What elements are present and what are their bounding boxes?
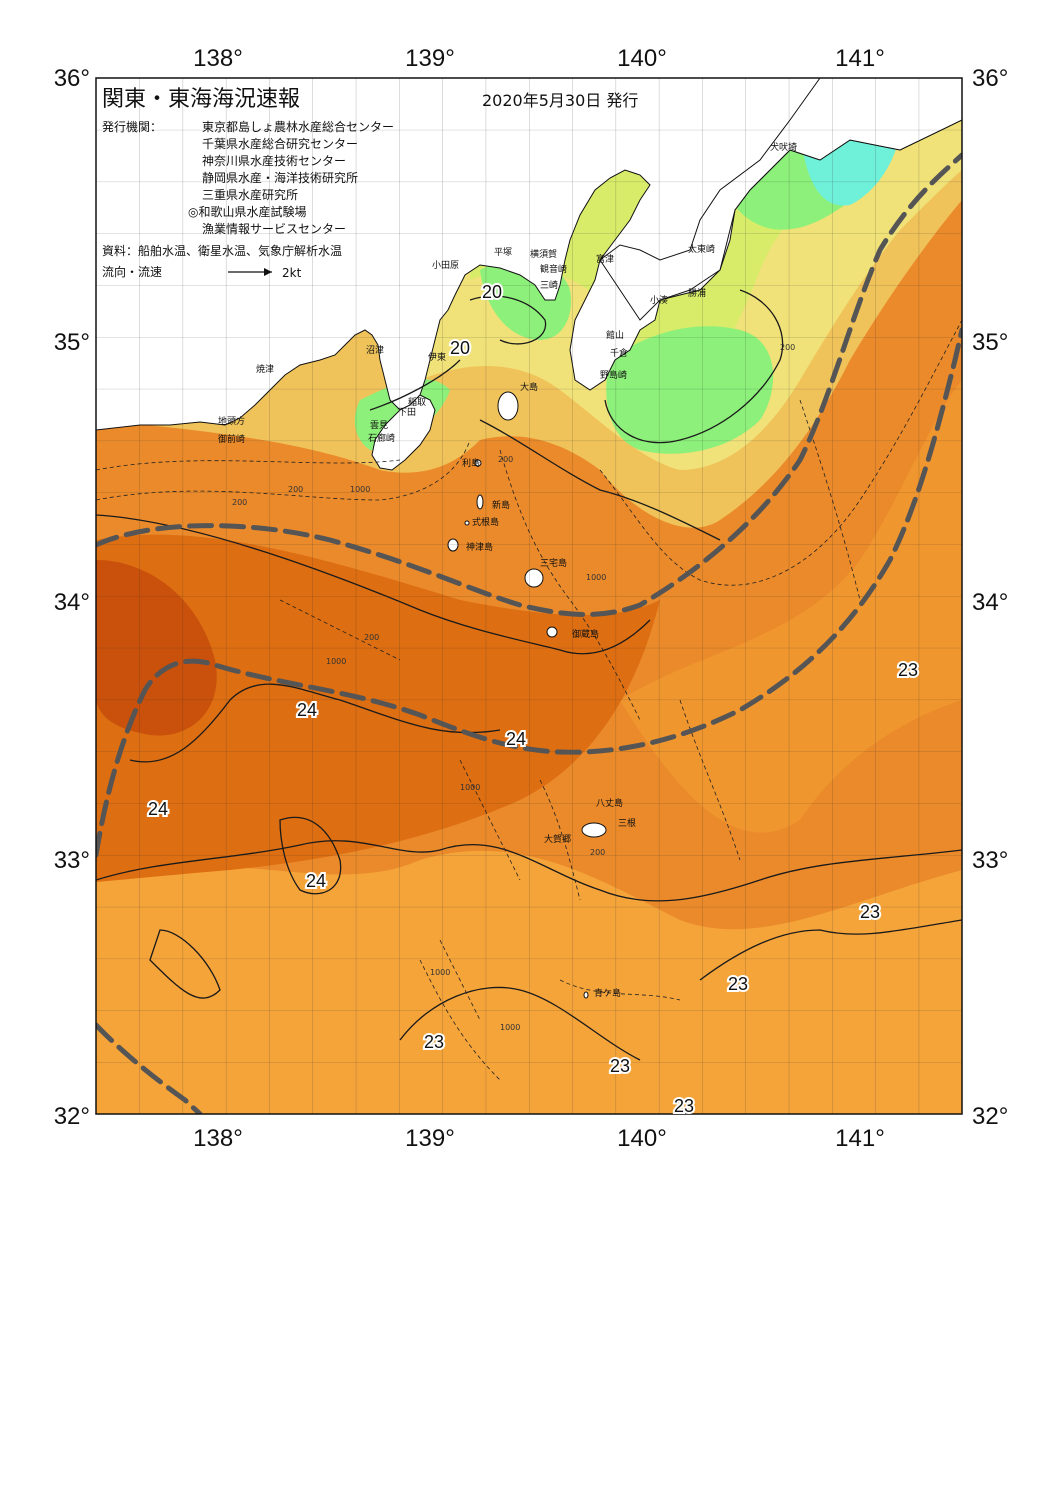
depth-label: 200: [288, 485, 303, 494]
publisher-5: 三重県水産研究所: [202, 187, 298, 202]
place-label: 三崎: [540, 279, 558, 291]
flow-scale-value: 2kt: [282, 266, 302, 280]
isotherm-label: 20: [450, 338, 470, 358]
place-labels: 犬吠埼 太東崎 勝浦 小湊 富津 館山 千倉 野島崎 横須賀 観音崎 三崎 平塚…: [218, 141, 797, 999]
place-label: 雲見: [370, 420, 388, 431]
lat-left-35: 35°: [54, 329, 90, 356]
place-label: 犬吠埼: [770, 141, 797, 153]
place-label: 勝浦: [688, 287, 706, 299]
lon-top-140: 140°: [617, 45, 667, 72]
data-sources: 資料：船舶水温、衛星水温、気象庁解析水温: [102, 243, 342, 258]
issue-date: 2020年5月30日 発行: [482, 91, 638, 110]
depth-label: 1000: [586, 573, 606, 582]
depth-label: 200: [590, 848, 605, 857]
depth-contour-labels: 200 200 1000 200 1000 200 1000 1000 200 …: [232, 343, 795, 1032]
isotherm-label: 23: [728, 974, 748, 994]
publisher-3: 神奈川県水産技術センター: [202, 153, 346, 168]
place-label: 御蔵島: [572, 628, 599, 640]
depth-label: 1000: [326, 657, 346, 666]
map-header: 関東・東海海況速報 2020年5月30日 発行 発行機関： 東京都島しょ農林水産…: [102, 87, 638, 280]
place-label: 石廊崎: [368, 432, 395, 444]
place-label: 利島: [462, 457, 480, 469]
lon-top-138: 138°: [193, 45, 243, 72]
place-label: 御前崎: [218, 433, 245, 445]
isotherm-label: 23: [674, 1096, 694, 1116]
kuroshio-axis: [96, 152, 962, 1114]
publisher-1: 東京都島しょ農林水産総合センター: [202, 119, 394, 134]
place-label: 青ケ島: [594, 987, 621, 999]
place-label: 太東崎: [688, 243, 715, 255]
lat-right-36: 36°: [972, 65, 1008, 92]
lon-top-141: 141°: [835, 45, 885, 72]
lon-bottom-138: 138°: [193, 1125, 243, 1152]
publisher-6: ◎和歌山県水産試験場: [188, 204, 306, 219]
axis-labels: 138° 139° 140° 141° 138° 139° 140° 141° …: [54, 45, 1009, 1152]
place-label: 式根島: [472, 516, 499, 528]
isotherm-label: 23: [860, 902, 880, 922]
publisher-7: 漁業情報サービスセンター: [202, 222, 346, 236]
depth-label: 1000: [500, 1023, 520, 1032]
place-label: 稲取: [408, 396, 426, 408]
lat-right-34: 34°: [972, 589, 1008, 616]
map-title: 関東・東海海況速報: [102, 87, 300, 112]
lon-bottom-139: 139°: [405, 1125, 455, 1152]
isotherm-label: 23: [424, 1032, 444, 1052]
lat-right-33: 33°: [972, 847, 1008, 874]
isotherm-label: 23: [610, 1056, 630, 1076]
place-label: 三根: [618, 817, 636, 829]
depth-label: 1000: [350, 485, 370, 494]
place-label: 野島崎: [600, 369, 627, 381]
place-label: 新島: [492, 499, 510, 511]
place-label: 沼津: [366, 345, 384, 356]
place-label: 小湊: [650, 294, 668, 306]
map-frame: [95, 77, 963, 1115]
isotherm-label: 20: [482, 282, 502, 302]
place-label: 下田: [398, 407, 416, 418]
arrowhead-icon: [264, 268, 272, 276]
lat-left-34: 34°: [54, 589, 90, 616]
publisher-4: 静岡県水産・海洋技術研究所: [202, 170, 358, 185]
place-label: 神津島: [466, 541, 493, 553]
place-label: 地頭方: [218, 415, 245, 427]
isotherm-value-labels: 20 20 24 24 24 24 23 23 23 23 23 23: [146, 280, 920, 1118]
flow-legend-label: 流向・流速: [102, 264, 162, 279]
publisher-2: 千葉県水産総合研究センター: [202, 136, 358, 151]
place-label: 焼津: [256, 364, 274, 375]
depth-label: 1000: [430, 968, 450, 977]
lon-bottom-141: 141°: [835, 1125, 885, 1152]
place-label: 小田原: [432, 260, 459, 271]
place-label: 大賀郷: [544, 833, 571, 845]
place-label: 横須賀: [530, 248, 557, 260]
place-label: 平塚: [494, 247, 512, 258]
isotherm-label: 24: [506, 729, 526, 749]
depth-label: 200: [232, 498, 247, 507]
place-label: 千倉: [610, 347, 628, 359]
depth-label: 200: [364, 633, 379, 642]
depth-label: 200: [498, 455, 513, 464]
place-label: 八丈島: [596, 797, 623, 809]
isotherm-label: 24: [148, 799, 168, 819]
depth-label: 1000: [460, 783, 480, 792]
lat-right-35: 35°: [972, 329, 1008, 356]
lat-left-32: 32°: [54, 1103, 90, 1130]
isotherm-label: 24: [306, 871, 326, 891]
place-label: 館山: [606, 329, 624, 341]
lat-right-32: 32°: [972, 1103, 1008, 1130]
publisher-label: 発行機関：: [102, 119, 162, 134]
lat-left-36: 36°: [54, 65, 90, 92]
place-label: 観音崎: [540, 263, 567, 275]
sea-surface-temperature-field: [96, 78, 962, 1114]
lon-top-139: 139°: [405, 45, 455, 72]
place-label: 富津: [596, 253, 614, 265]
place-label: 大島: [520, 381, 538, 393]
lat-left-33: 33°: [54, 847, 90, 874]
place-label: 伊東: [428, 351, 446, 363]
depth-label: 200: [780, 343, 795, 352]
isotherm-label: 24: [297, 700, 317, 720]
lon-bottom-140: 140°: [617, 1125, 667, 1152]
isotherm-label: 23: [898, 660, 918, 680]
place-label: 三宅島: [540, 557, 567, 569]
